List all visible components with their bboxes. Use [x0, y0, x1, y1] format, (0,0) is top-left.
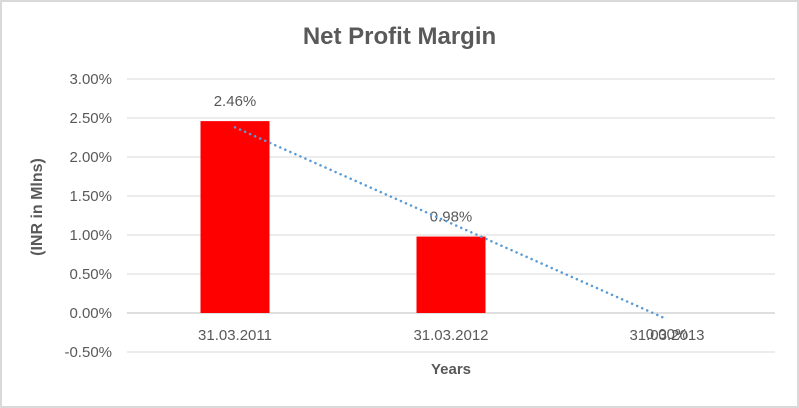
y-tick-label: -0.50% — [64, 344, 112, 361]
chart-title: Net Profit Margin — [302, 23, 497, 50]
y-tick-label: 1.00% — [69, 227, 112, 244]
y-tick-label: 2.50% — [69, 110, 112, 127]
y-tick-label: 2.00% — [69, 149, 112, 166]
bar — [416, 236, 486, 313]
x-axis-title: Years — [430, 361, 472, 378]
data-label: 2.46% — [214, 93, 257, 110]
y-tick-label: 1.50% — [69, 188, 112, 205]
category-label: 31.03.2013 — [629, 327, 704, 344]
y-tick-label: 0.00% — [69, 305, 112, 322]
category-label: 31.03.2011 — [198, 327, 272, 344]
y-tick-label: 3.00% — [69, 71, 112, 88]
data-label: 0.00% — [646, 326, 689, 343]
data-label: 0.98% — [430, 209, 473, 226]
bar — [200, 121, 270, 314]
y-tick-label: 0.50% — [69, 266, 112, 283]
trendline — [233, 126, 669, 321]
category-label: 31.03.2012 — [413, 327, 488, 344]
